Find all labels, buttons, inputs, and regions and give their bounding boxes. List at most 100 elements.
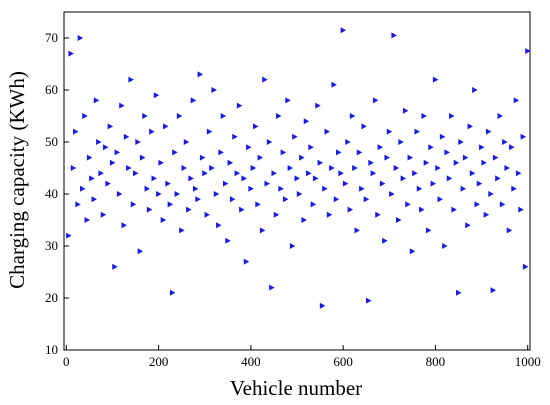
point [116, 191, 123, 197]
point [68, 50, 74, 57]
point [93, 97, 100, 104]
point [317, 159, 324, 166]
point [462, 154, 469, 161]
point [165, 180, 171, 187]
point [192, 185, 199, 192]
point [123, 133, 130, 140]
point [319, 302, 326, 309]
point [449, 113, 455, 119]
point [144, 185, 151, 192]
point [407, 154, 414, 161]
point [202, 170, 208, 177]
point [296, 191, 303, 197]
point [465, 222, 471, 229]
point [490, 287, 497, 294]
point [287, 165, 294, 171]
point [326, 211, 333, 218]
point [425, 227, 432, 234]
point [146, 206, 153, 213]
point [368, 159, 374, 166]
point [299, 154, 305, 161]
point [301, 217, 307, 223]
point [495, 175, 501, 182]
point [474, 201, 480, 208]
point [499, 201, 506, 208]
y-tick-label: 30 [45, 238, 58, 253]
point [243, 258, 250, 265]
point [497, 113, 504, 119]
point [137, 248, 144, 255]
point [109, 159, 116, 166]
point [119, 102, 125, 109]
point [77, 35, 84, 41]
point [308, 144, 314, 151]
point [179, 227, 185, 234]
point [213, 191, 220, 197]
point [442, 243, 448, 249]
point [206, 128, 213, 135]
point [255, 201, 261, 208]
point [257, 154, 264, 161]
point [513, 97, 520, 104]
point [227, 159, 234, 166]
point [211, 87, 217, 93]
point [492, 154, 499, 161]
point [73, 128, 79, 135]
point [372, 97, 379, 104]
point [246, 144, 252, 151]
point [481, 159, 487, 166]
point [163, 123, 169, 130]
point [393, 165, 400, 171]
point [225, 237, 231, 244]
point [91, 196, 97, 203]
point [190, 97, 197, 104]
point [216, 222, 222, 229]
point [370, 170, 377, 177]
point [241, 175, 247, 182]
point [121, 222, 127, 229]
point [419, 206, 425, 213]
point [389, 191, 395, 197]
point [312, 175, 319, 182]
point [375, 211, 381, 218]
point [409, 248, 416, 255]
point [107, 123, 114, 130]
point [262, 76, 268, 83]
point [139, 154, 146, 161]
point [105, 180, 111, 187]
point [329, 165, 335, 171]
point [361, 123, 367, 130]
point [405, 201, 411, 208]
point [423, 159, 430, 166]
point [384, 154, 390, 161]
point [506, 227, 513, 234]
point [176, 113, 183, 119]
point [96, 139, 102, 145]
point [278, 185, 284, 192]
point [303, 118, 310, 125]
point [458, 139, 464, 145]
point [79, 185, 86, 192]
point [416, 185, 423, 192]
point [66, 232, 72, 239]
point [520, 133, 527, 140]
point [218, 149, 224, 156]
point [269, 284, 275, 291]
x-tick-label: 1000 [515, 354, 541, 369]
point [195, 196, 201, 203]
point [488, 191, 494, 197]
point [160, 217, 167, 223]
point [340, 27, 347, 34]
point [128, 76, 134, 83]
point [252, 123, 259, 130]
point [149, 128, 155, 135]
point [460, 185, 467, 192]
point [259, 227, 266, 234]
point [444, 149, 450, 156]
point [446, 175, 453, 182]
point [250, 165, 257, 171]
point [151, 175, 157, 182]
point [400, 175, 407, 182]
point [167, 201, 174, 208]
